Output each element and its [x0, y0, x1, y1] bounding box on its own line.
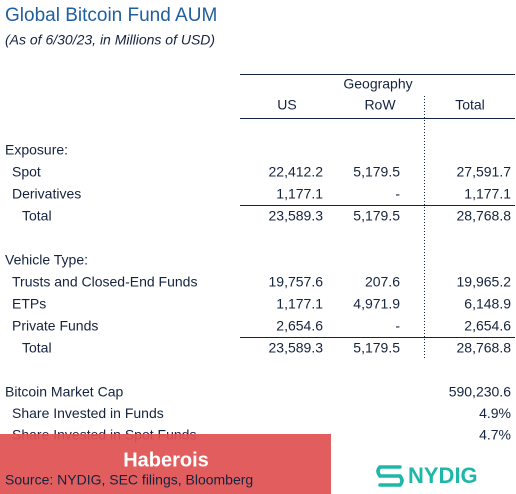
column-header: RoW — [364, 97, 396, 113]
watermark: Haberois — [123, 449, 209, 471]
cell: 6,148.9 — [464, 296, 511, 312]
cell: 207.6 — [365, 274, 400, 290]
cell: 28,768.8 — [457, 340, 512, 356]
cell: 19,965.2 — [457, 274, 512, 290]
row-label: Spot — [12, 164, 41, 180]
summary-label: Share Invested in Funds — [12, 405, 164, 421]
group-header: Geography — [343, 76, 412, 92]
total-label: Total — [22, 208, 52, 224]
row-label: Derivatives — [12, 186, 81, 202]
column-header: Total — [455, 97, 485, 113]
cell: 22,412.2 — [269, 164, 324, 180]
summary-value: 4.7% — [479, 427, 511, 443]
cell: - — [395, 186, 400, 202]
table: Geography US RoW Total Exposure: Spot 22,412.2… — [5, 76, 515, 443]
row-label: Trusts and Closed-End Funds — [12, 274, 197, 290]
cell: 5,179.5 — [353, 164, 400, 180]
cell: 5,179.5 — [353, 208, 400, 224]
cell: - — [395, 318, 400, 334]
cell: 1,177.1 — [276, 296, 323, 312]
watermark-box — [0, 434, 331, 494]
cell: 27,591.7 — [457, 164, 512, 180]
cell: 5,179.5 — [353, 340, 400, 356]
cell: 23,589.3 — [269, 208, 324, 224]
logo: NYDIG — [408, 463, 478, 488]
cell: 28,768.8 — [457, 208, 512, 224]
title: Global Bitcoin Fund AUM — [5, 5, 217, 26]
cell: 2,654.6 — [276, 318, 323, 334]
cell: 1,177.1 — [276, 186, 323, 202]
subtitle: (As of 6/30/23, in Millions of USD) — [5, 32, 215, 48]
column-header: US — [277, 97, 296, 113]
cell: 23,589.3 — [269, 340, 324, 356]
summary-label: Bitcoin Market Cap — [5, 384, 123, 400]
cell: 19,757.6 — [269, 274, 324, 290]
row-label: Private Funds — [12, 318, 98, 334]
summary-value: 4.9% — [479, 405, 511, 421]
section-heading: Vehicle Type: — [5, 252, 88, 268]
section-heading: Exposure: — [5, 142, 68, 158]
source: Source: NYDIG, SEC filings, Bloomberg — [5, 472, 253, 488]
cell: 4,971.9 — [353, 296, 400, 312]
cell: 1,177.1 — [464, 186, 511, 202]
total-label: Total — [22, 340, 52, 356]
row-label: ETPs — [12, 296, 46, 312]
logo-icon — [376, 465, 404, 487]
summary-value: 590,230.6 — [449, 384, 511, 400]
cell: 2,654.6 — [464, 318, 511, 334]
